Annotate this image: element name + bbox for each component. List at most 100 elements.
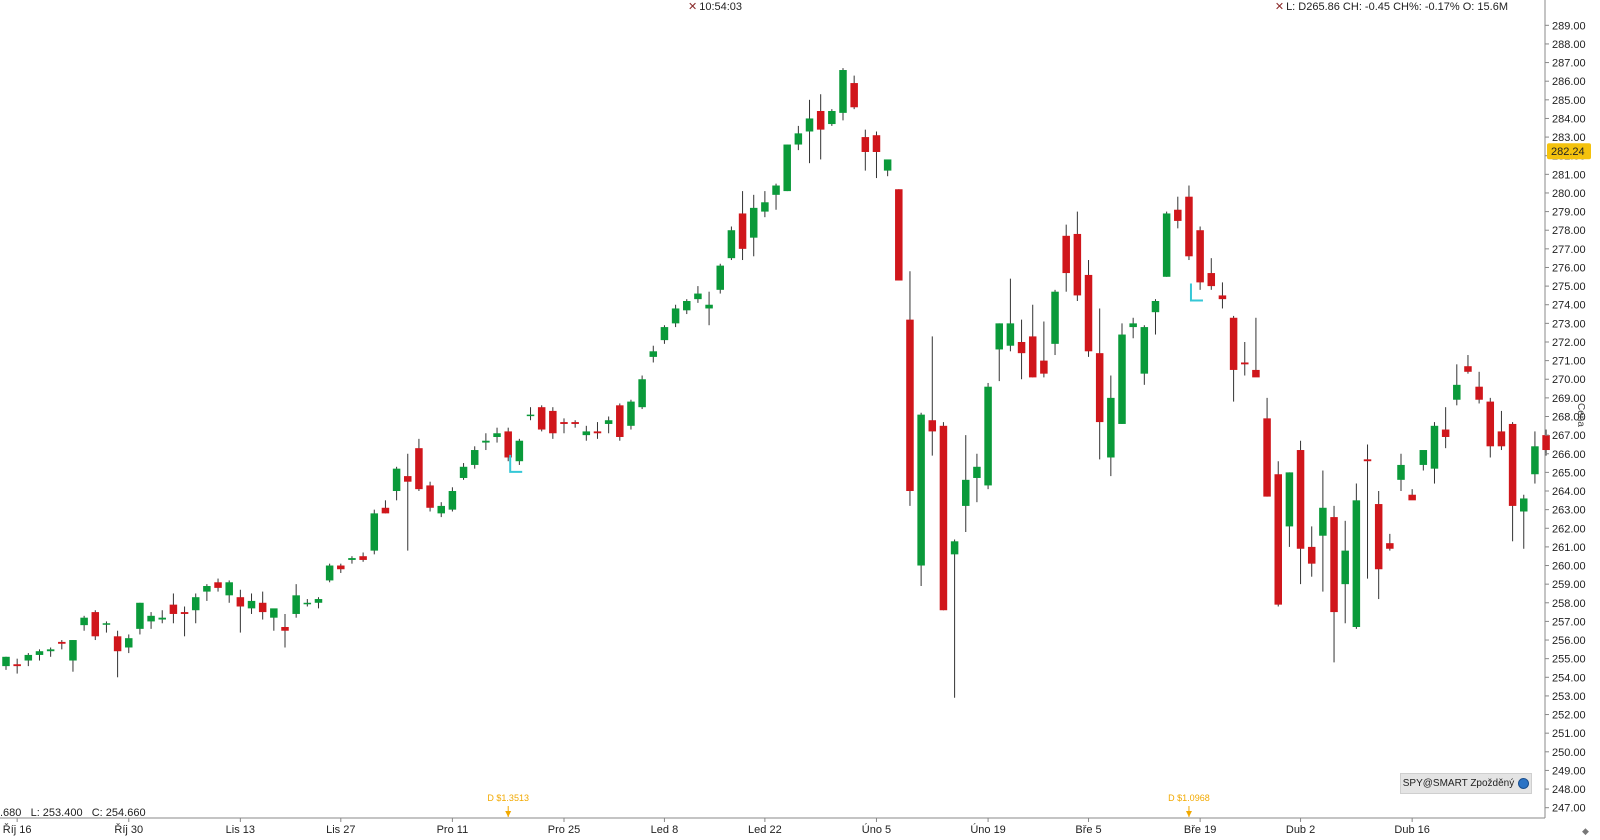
price-tick-label: 276.00 [1552, 262, 1586, 274]
close-icon[interactable]: ✕ [1274, 1, 1285, 13]
candle [1285, 472, 1294, 547]
candle [1319, 470, 1327, 592]
price-tick-label: 270.00 [1552, 374, 1586, 386]
price-tick-label: 274.00 [1552, 300, 1586, 312]
trade-markers [509, 283, 1203, 473]
trade-marker-bracket [1189, 283, 1203, 302]
candle [1341, 520, 1349, 624]
candle-body [191, 597, 200, 611]
candle [448, 487, 457, 512]
price-tick-label: 250.00 [1552, 747, 1586, 759]
price-tick-label: 256.00 [1552, 635, 1586, 647]
candle-body [58, 641, 66, 644]
candle [91, 610, 100, 641]
time-tick-label: Pro 11 [437, 824, 469, 836]
candle-body [906, 319, 914, 492]
candle-body [1486, 401, 1495, 447]
candle [203, 584, 211, 601]
price-tick-label: 263.00 [1552, 505, 1586, 517]
candle [381, 500, 390, 514]
candle [872, 131, 881, 179]
candle [850, 75, 858, 110]
time-tick-label: Pro 25 [548, 824, 580, 836]
candle [962, 435, 970, 532]
candle-body [1441, 429, 1450, 437]
candle [1296, 440, 1305, 585]
time-tick-label: Led 8 [651, 824, 679, 836]
candle-body [1040, 360, 1048, 374]
candle-body [325, 565, 334, 581]
dividend-label: D $1.3513 [487, 793, 529, 803]
candlestick-series [2, 68, 1550, 698]
candle-body [1084, 274, 1093, 352]
candle [895, 189, 903, 281]
candle [392, 466, 401, 501]
candle [839, 68, 847, 121]
time-axis[interactable]: Říj 16 Říj 30 Lis 13 Lis 27 Pro 11 Pro 25 Led … [3, 818, 1430, 836]
candle-body [995, 323, 1003, 350]
candle-body [91, 612, 100, 637]
globe-icon [1518, 778, 1530, 789]
candle-body [1051, 291, 1059, 344]
candle [459, 463, 468, 480]
price-tick-label: 261.00 [1552, 542, 1586, 554]
time-tick-label: Úno 5 [862, 823, 891, 836]
candle-body [1196, 230, 1204, 283]
candle-body [705, 304, 713, 309]
candle-body [549, 410, 557, 434]
candle-body [247, 600, 256, 609]
candle [515, 438, 524, 465]
price-axis[interactable]: 289.00 288.00 287.00 286.00 285.00 284.00 283.… [1545, 20, 1591, 815]
candle [1419, 450, 1428, 471]
candle [1441, 407, 1450, 449]
candle-body [1475, 386, 1483, 400]
candle [1352, 483, 1361, 629]
candle [281, 613, 289, 648]
candle [1542, 429, 1550, 456]
time-tick-label: Lis 27 [326, 824, 355, 836]
candle-body [582, 431, 591, 436]
price-tick-label: 281.00 [1552, 169, 1586, 181]
price-tick-label: 265.00 [1552, 467, 1586, 479]
candle [1107, 375, 1115, 477]
candle-body [917, 414, 925, 566]
price-tick-label: 267.00 [1552, 430, 1586, 442]
candle-body [738, 213, 747, 249]
candle-body [392, 468, 401, 492]
candle [627, 399, 635, 430]
instrument-badge[interactable]: SPY@SMART Zpožděný [1400, 773, 1532, 794]
time-tick-label: Říj 16 [3, 823, 32, 836]
candle-body [236, 597, 245, 607]
candle-body [716, 265, 724, 290]
candle-body [973, 466, 981, 478]
price-tick-label: 268.00 [1552, 412, 1586, 424]
price-tick-label: 264.00 [1552, 486, 1586, 498]
candle [191, 593, 200, 624]
candle [761, 191, 769, 218]
candle [560, 418, 568, 434]
settings-icon[interactable]: ◆ [1582, 826, 1589, 836]
candle-body [359, 556, 367, 560]
price-tick-label: 262.00 [1552, 523, 1586, 535]
candle [805, 99, 814, 164]
close-icon[interactable]: ✕ [688, 1, 698, 13]
candle-body [113, 636, 122, 652]
candle-body [1207, 273, 1216, 287]
candle [1229, 315, 1238, 402]
ohlc-readout: ✕ L: D265.86 CH: -0.45 CH%: -0.17% O: 15… [1274, 0, 1508, 14]
candle [571, 420, 579, 428]
candle-body [828, 111, 836, 125]
candle [80, 615, 88, 631]
candle [1374, 491, 1383, 600]
time-tick-label: Dub 2 [1286, 824, 1315, 836]
price-tick-label: 260.00 [1552, 561, 1586, 573]
candle [337, 563, 345, 573]
price-tick-label: 280.00 [1552, 188, 1586, 200]
candle-body [1285, 472, 1294, 527]
candle-body [816, 111, 825, 130]
time-tick-label: Dub 16 [1394, 824, 1429, 836]
price-tick-label: 271.00 [1552, 356, 1586, 368]
candle [359, 552, 367, 562]
candle-body [805, 118, 814, 132]
